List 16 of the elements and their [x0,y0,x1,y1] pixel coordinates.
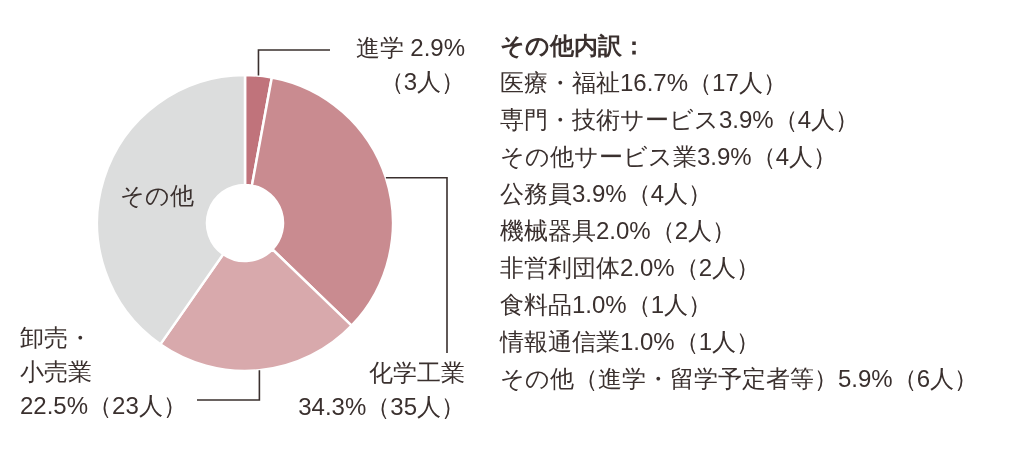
text: 情報通信業1.0%（1人） [499,328,761,355]
text: 食料品1.0%（1人） [500,291,713,318]
slice-label: その他 [120,182,195,210]
text: 公務員3.9%（4人） [500,180,713,207]
data-label: 22.5%（23人） [20,392,187,419]
text: 医療・福祉16.7%（17人） [500,69,787,96]
text: 機械器具2.0%（2人） [500,217,737,244]
slice-label: 進学 2.9%（3人） [355,34,465,95]
text: その他内訳： [500,32,646,59]
slice-label: 卸売・小売業 [20,324,92,385]
slice-label: 化学工業 [369,359,465,386]
data-label: 34.3%（35人） [298,393,465,420]
text: 専門・技術サービス3.9%（4人） [500,106,860,133]
text: その他（進学・留学予定者等）5.9%（6人） [500,365,979,392]
text: その他サービス業3.9%（4人） [500,143,838,170]
text: 非営利団体2.0%（2人） [500,254,761,281]
